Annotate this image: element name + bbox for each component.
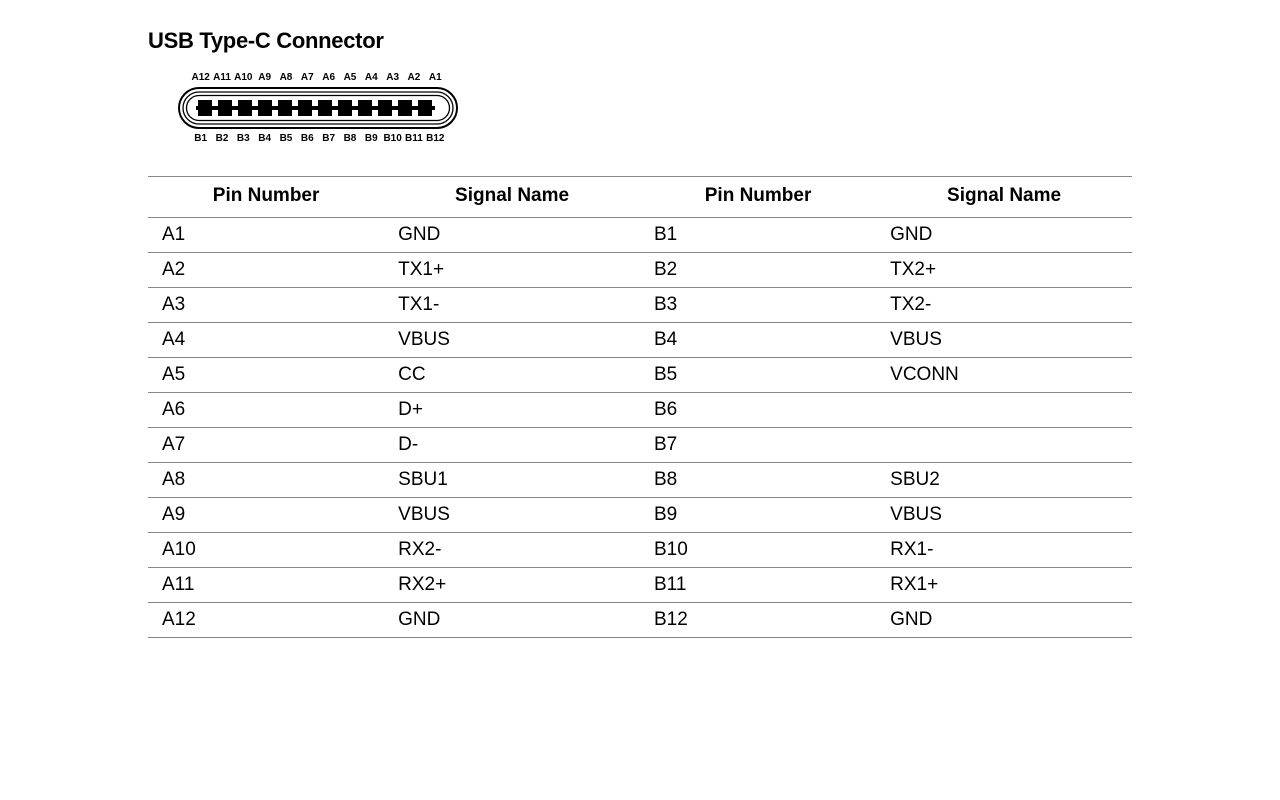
table-cell: B11 [640, 568, 876, 603]
pin-label: B6 [297, 133, 318, 144]
table-cell: B10 [640, 533, 876, 568]
table-cell: D- [384, 428, 640, 463]
table-cell: SBU1 [384, 463, 640, 498]
pin-label: B4 [254, 133, 275, 144]
pin-label: B3 [233, 133, 254, 144]
table-cell: A11 [148, 568, 384, 603]
table-cell: RX2+ [384, 568, 640, 603]
table-cell: D+ [384, 393, 640, 428]
table-row: A9VBUSB9VBUS [148, 498, 1132, 533]
connector-diagram: A12 A11 A10 A9 A8 A7 A6 A5 A4 A3 A2 A1 [178, 72, 458, 144]
table-row: A10RX2-B10RX1- [148, 533, 1132, 568]
table-cell: RX1- [876, 533, 1132, 568]
table-cell: GND [384, 603, 640, 638]
pin-label: B7 [318, 133, 339, 144]
table-cell: VBUS [384, 323, 640, 358]
table-cell: SBU2 [876, 463, 1132, 498]
table-cell: GND [876, 218, 1132, 253]
table-row: A7D-B7 [148, 428, 1132, 463]
pin-label: B9 [361, 133, 382, 144]
table-row: A1GNDB1GND [148, 218, 1132, 253]
page-title: USB Type-C Connector [148, 28, 1132, 54]
column-header: Pin Number [640, 177, 876, 218]
table-cell: B4 [640, 323, 876, 358]
table-cell: GND [876, 603, 1132, 638]
table-cell: TX1- [384, 288, 640, 323]
table-row: A12GNDB12GND [148, 603, 1132, 638]
table-row: A4VBUSB4VBUS [148, 323, 1132, 358]
table-row: A2TX1+B2TX2+ [148, 253, 1132, 288]
pin-label: A5 [339, 72, 360, 83]
pin-label: B2 [211, 133, 232, 144]
table-cell [876, 428, 1132, 463]
table-cell: B1 [640, 218, 876, 253]
table-cell: B12 [640, 603, 876, 638]
table-cell: VBUS [876, 323, 1132, 358]
table-cell: A8 [148, 463, 384, 498]
table-cell: A5 [148, 358, 384, 393]
table-cell: B6 [640, 393, 876, 428]
table-cell: A2 [148, 253, 384, 288]
table-cell: CC [384, 358, 640, 393]
pin-label: A4 [361, 72, 382, 83]
connector-top-labels: A12 A11 A10 A9 A8 A7 A6 A5 A4 A3 A2 A1 [178, 72, 458, 83]
pin-label: A11 [211, 72, 232, 83]
pin-label: A1 [425, 72, 446, 83]
table-cell: TX1+ [384, 253, 640, 288]
column-header: Signal Name [384, 177, 640, 218]
table-cell: A4 [148, 323, 384, 358]
table-row: A11RX2+B11RX1+ [148, 568, 1132, 603]
pin-label: B12 [425, 133, 446, 144]
column-header: Pin Number [148, 177, 384, 218]
table-header-row: Pin Number Signal Name Pin Number Signal… [148, 177, 1132, 218]
table-cell: GND [384, 218, 640, 253]
pin-label: A12 [190, 72, 211, 83]
table-row: A8SBU1B8SBU2 [148, 463, 1132, 498]
pin-label: A3 [382, 72, 403, 83]
pin-label: A2 [403, 72, 424, 83]
table-cell: TX2+ [876, 253, 1132, 288]
table-cell: A1 [148, 218, 384, 253]
table-cell: A10 [148, 533, 384, 568]
table-cell: TX2- [876, 288, 1132, 323]
pin-label: B5 [275, 133, 296, 144]
table-cell: RX1+ [876, 568, 1132, 603]
table-cell: VCONN [876, 358, 1132, 393]
table-cell: B3 [640, 288, 876, 323]
table-body: A1GNDB1GND A2TX1+B2TX2+ A3TX1-B3TX2- A4V… [148, 218, 1132, 638]
page: USB Type-C Connector A12 A11 A10 A9 A8 A… [0, 0, 1280, 638]
pin-label: B8 [339, 133, 360, 144]
table-cell: B2 [640, 253, 876, 288]
table-cell: VBUS [384, 498, 640, 533]
table-cell: B9 [640, 498, 876, 533]
pin-label: B1 [190, 133, 211, 144]
pin-label: B11 [403, 133, 424, 144]
pin-label: A7 [297, 72, 318, 83]
table-cell: A12 [148, 603, 384, 638]
table-cell: B7 [640, 428, 876, 463]
connector-bottom-labels: B1 B2 B3 B4 B5 B6 B7 B8 B9 B10 B11 B12 [178, 133, 458, 144]
table-cell: VBUS [876, 498, 1132, 533]
pin-label: A6 [318, 72, 339, 83]
table-cell [876, 393, 1132, 428]
table-cell: RX2- [384, 533, 640, 568]
table-cell: A3 [148, 288, 384, 323]
pin-label: A9 [254, 72, 275, 83]
table-cell: A9 [148, 498, 384, 533]
table-cell: A7 [148, 428, 384, 463]
pin-label: B10 [382, 133, 403, 144]
pin-label: A10 [233, 72, 254, 83]
usb-c-connector-icon [178, 87, 458, 129]
pinout-table: Pin Number Signal Name Pin Number Signal… [148, 176, 1132, 638]
pin-label: A8 [275, 72, 296, 83]
table-row: A3TX1-B3TX2- [148, 288, 1132, 323]
table-cell: B5 [640, 358, 876, 393]
table-cell: A6 [148, 393, 384, 428]
table-cell: B8 [640, 463, 876, 498]
table-row: A5CCB5VCONN [148, 358, 1132, 393]
table-row: A6D+B6 [148, 393, 1132, 428]
column-header: Signal Name [876, 177, 1132, 218]
